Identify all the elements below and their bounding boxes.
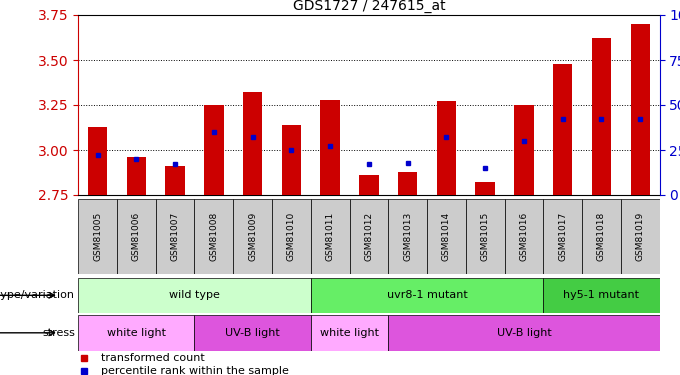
Bar xyxy=(78,315,194,351)
Bar xyxy=(194,199,233,274)
Bar xyxy=(156,199,194,274)
Text: white light: white light xyxy=(107,328,166,338)
Text: hy5-1 mutant: hy5-1 mutant xyxy=(564,290,639,300)
Bar xyxy=(204,105,224,195)
Bar xyxy=(78,278,311,313)
Text: UV-B light: UV-B light xyxy=(496,328,551,338)
Bar xyxy=(311,315,388,351)
Text: GSM81013: GSM81013 xyxy=(403,211,412,261)
Bar xyxy=(388,315,660,351)
Text: wild type: wild type xyxy=(169,290,220,300)
Text: GSM81015: GSM81015 xyxy=(481,211,490,261)
Bar xyxy=(427,199,466,274)
Bar xyxy=(505,199,543,274)
Bar xyxy=(233,199,272,274)
Bar xyxy=(553,64,573,195)
Bar xyxy=(359,175,379,195)
Text: GSM81017: GSM81017 xyxy=(558,211,567,261)
Text: GSM81019: GSM81019 xyxy=(636,211,645,261)
Text: GSM81018: GSM81018 xyxy=(597,211,606,261)
Text: GSM81011: GSM81011 xyxy=(326,211,335,261)
Bar xyxy=(437,101,456,195)
Bar xyxy=(88,127,107,195)
Text: genotype/variation: genotype/variation xyxy=(0,290,75,300)
Text: white light: white light xyxy=(320,328,379,338)
Text: transformed count: transformed count xyxy=(101,353,205,363)
Bar xyxy=(126,157,146,195)
Bar xyxy=(117,199,156,274)
Text: stress: stress xyxy=(42,328,75,338)
Bar xyxy=(320,100,340,195)
Text: GSM81008: GSM81008 xyxy=(209,211,218,261)
Bar xyxy=(630,24,650,195)
Bar xyxy=(398,172,418,195)
Text: percentile rank within the sample: percentile rank within the sample xyxy=(101,366,289,375)
Bar xyxy=(78,199,117,274)
Text: GSM81012: GSM81012 xyxy=(364,211,373,261)
Bar xyxy=(543,199,582,274)
Bar xyxy=(350,199,388,274)
Bar xyxy=(592,38,611,195)
Bar xyxy=(165,166,185,195)
Bar xyxy=(282,125,301,195)
Text: GSM81016: GSM81016 xyxy=(520,211,528,261)
Title: GDS1727 / 247615_at: GDS1727 / 247615_at xyxy=(292,0,445,13)
Bar xyxy=(311,199,350,274)
Bar xyxy=(311,278,543,313)
Bar xyxy=(272,199,311,274)
Text: GSM81009: GSM81009 xyxy=(248,211,257,261)
Text: GSM81005: GSM81005 xyxy=(93,211,102,261)
Bar xyxy=(621,199,660,274)
Text: GSM81010: GSM81010 xyxy=(287,211,296,261)
Bar xyxy=(475,182,495,195)
Text: UV-B light: UV-B light xyxy=(225,328,280,338)
Bar xyxy=(243,92,262,195)
Text: uvr8-1 mutant: uvr8-1 mutant xyxy=(387,290,467,300)
Text: GSM81006: GSM81006 xyxy=(132,211,141,261)
Bar xyxy=(543,278,660,313)
Bar xyxy=(466,199,505,274)
Bar xyxy=(514,105,534,195)
Bar xyxy=(194,315,311,351)
Text: GSM81014: GSM81014 xyxy=(442,211,451,261)
Bar xyxy=(388,199,427,274)
Bar xyxy=(582,199,621,274)
Text: GSM81007: GSM81007 xyxy=(171,211,180,261)
